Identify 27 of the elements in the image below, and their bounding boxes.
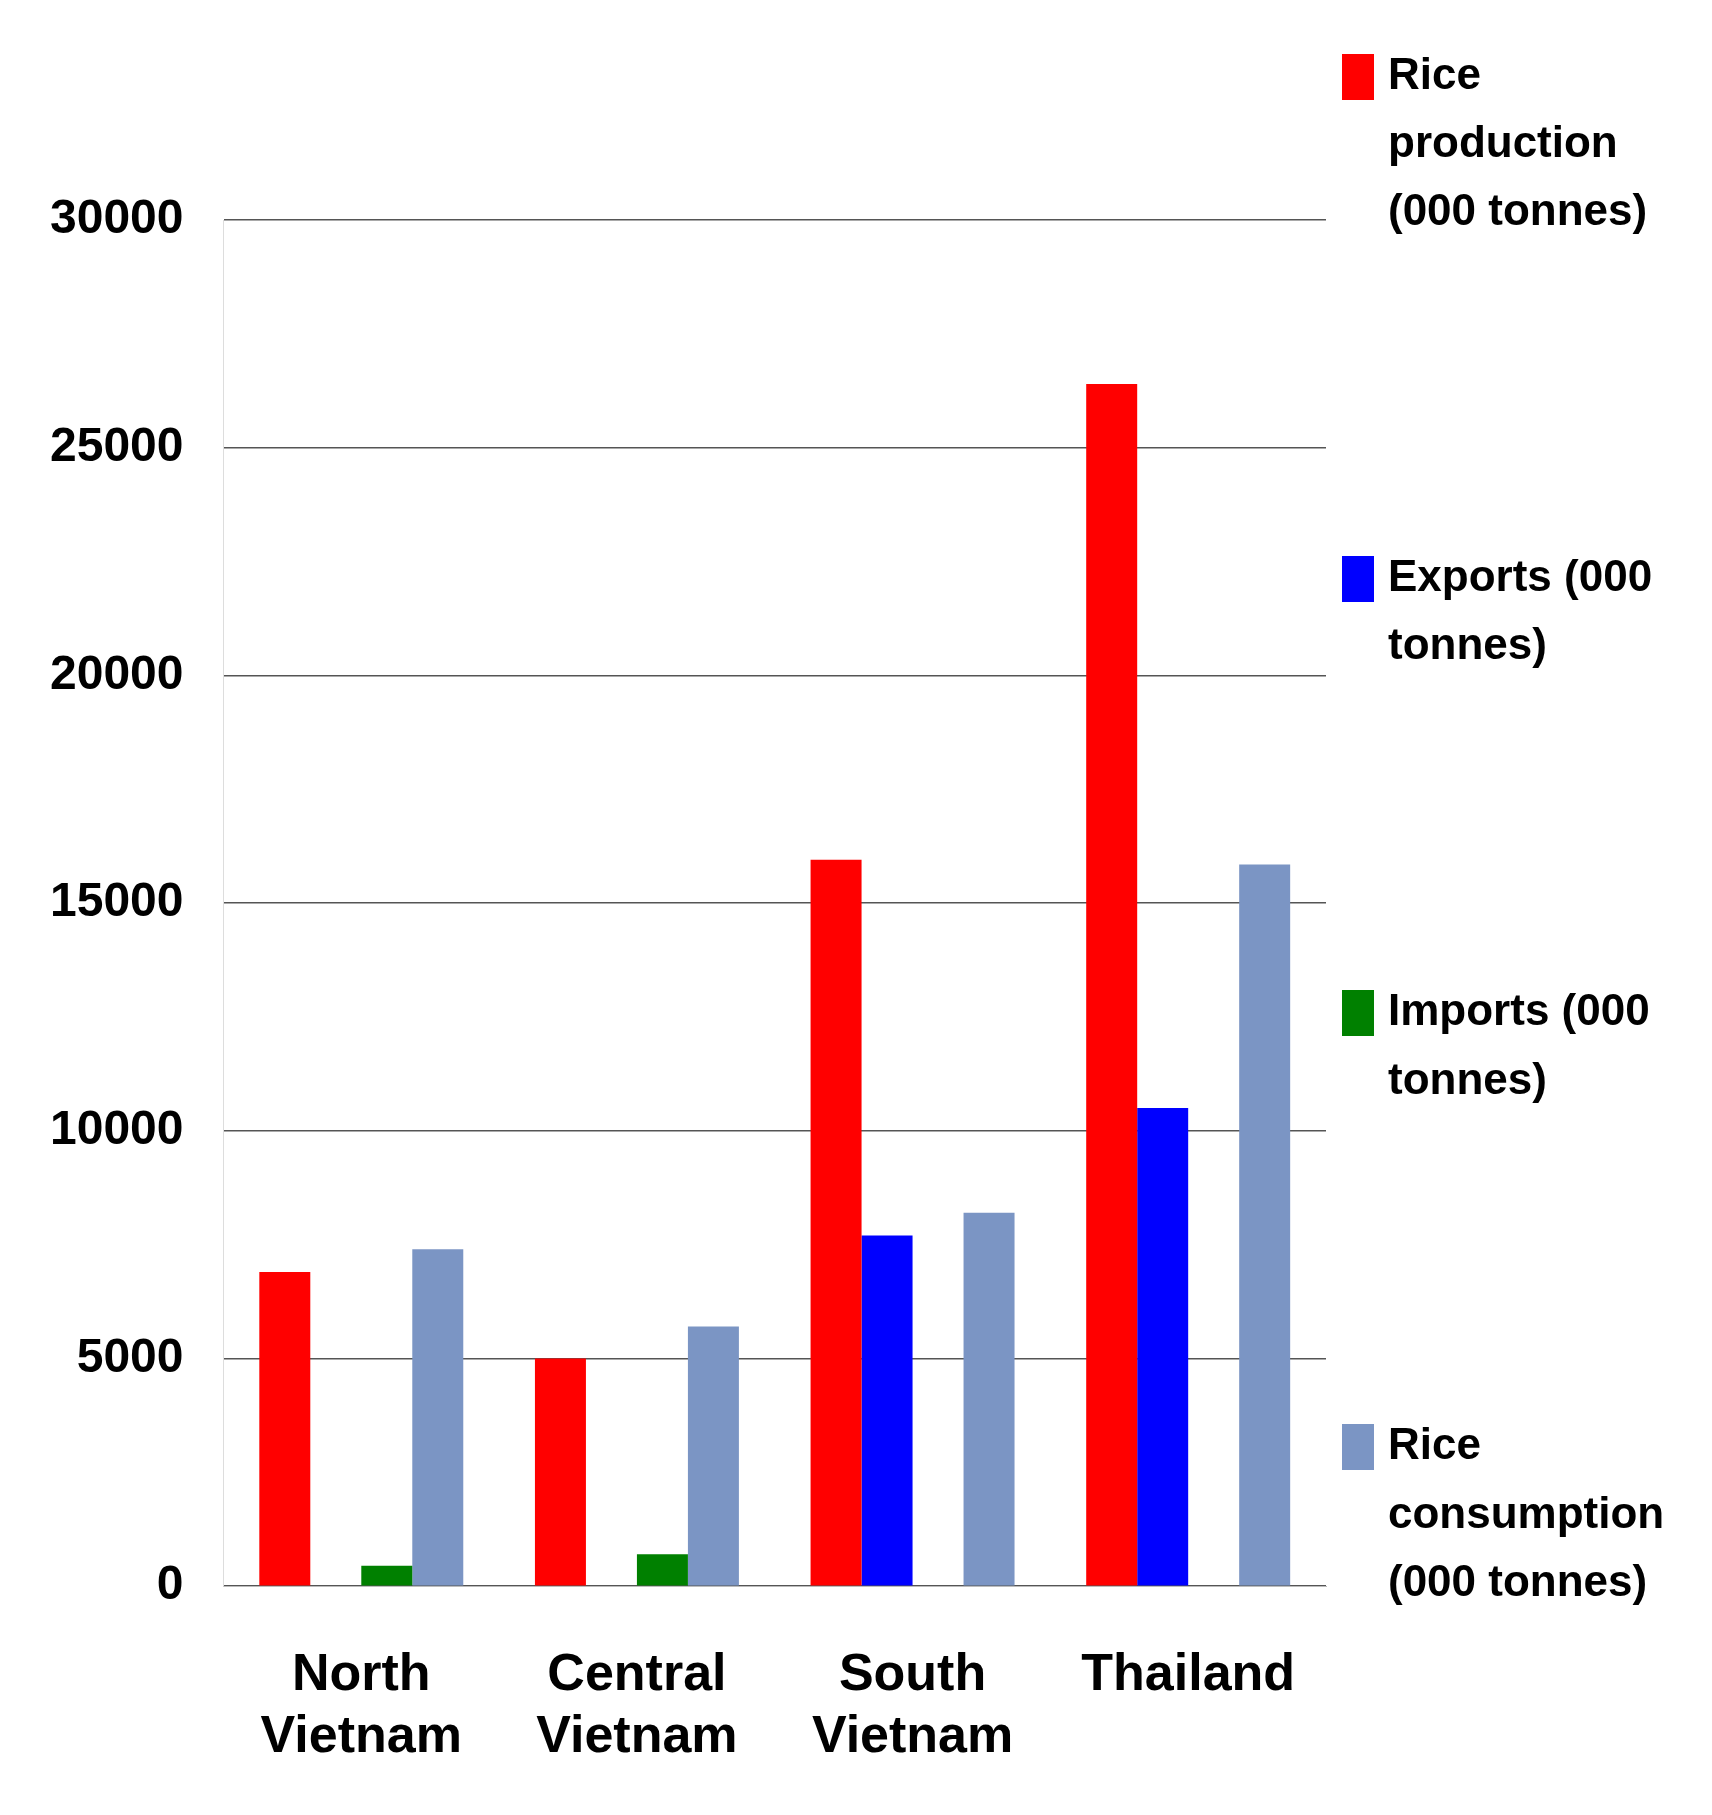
legend-label: Rice production (000 tonnes) (1388, 48, 1649, 237)
x-tick-label: Central Vietnam (536, 1642, 738, 1764)
bar (1086, 383, 1138, 1586)
x-tick-label: South Vietnam (811, 1642, 1014, 1764)
legend-label: Rice consumption (000 tonnes) (1388, 1418, 1666, 1607)
y-tick-label: 25000 (49, 417, 184, 471)
bar (534, 1358, 586, 1586)
x-tick-label: Thailand (1081, 1642, 1296, 1701)
bar (861, 1235, 913, 1586)
bar (412, 1249, 464, 1586)
bar (1239, 864, 1291, 1586)
bar (259, 1271, 311, 1586)
y-tick-label: 15000 (49, 873, 184, 927)
y-tick-label: 30000 (49, 190, 184, 244)
y-tick-label: 5000 (76, 1328, 184, 1382)
bar (361, 1565, 413, 1586)
legend-label: Imports (000 tonnes) (1388, 984, 1651, 1105)
bar (687, 1326, 739, 1586)
bar (963, 1212, 1015, 1586)
bar (1137, 1108, 1189, 1586)
y-tick-label: 0 (156, 1556, 184, 1610)
y-tick-label: 20000 (49, 645, 184, 699)
y-tick-label: 10000 (49, 1101, 184, 1155)
legend-label: Exports (000 tonnes) (1388, 550, 1654, 671)
x-tick-label: North Vietnam (260, 1642, 462, 1764)
bar (810, 859, 862, 1586)
bar (636, 1554, 688, 1586)
